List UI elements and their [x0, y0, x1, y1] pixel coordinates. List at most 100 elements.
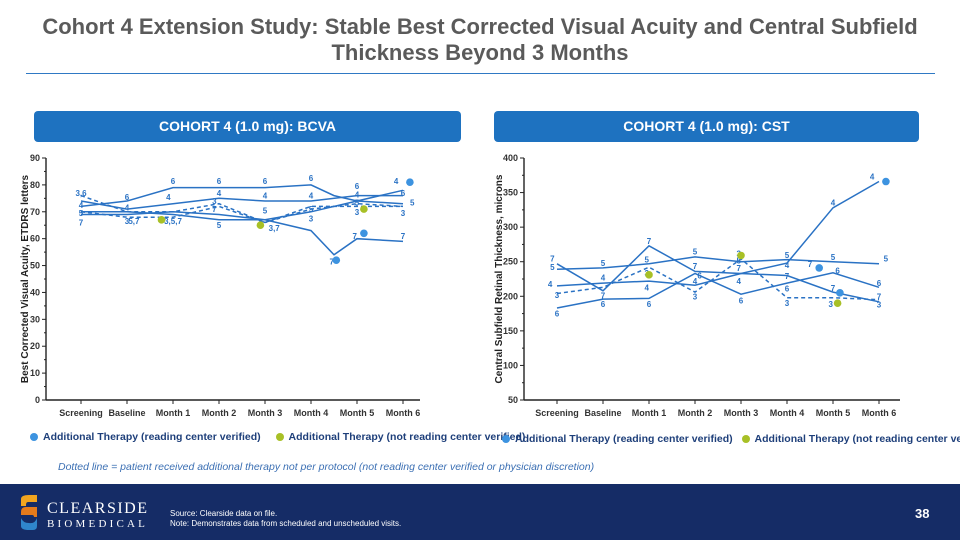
point-label: 7 — [693, 262, 698, 271]
point-label: 5 — [785, 251, 790, 260]
blue-dot-icon — [30, 433, 38, 441]
series-line — [81, 189, 404, 221]
point-label: 4 — [736, 277, 741, 286]
logo-wordmark-bottom: BIOMEDICAL — [47, 518, 148, 530]
not-reading-center-marker — [256, 221, 265, 230]
footnote: Dotted line = patient received additiona… — [58, 461, 595, 473]
clearside-logo: CLEARSIDE BIOMEDICAL — [21, 495, 149, 530]
point-label: 6 — [555, 310, 560, 319]
reading-center-marker — [332, 256, 341, 264]
point-label: 6 — [877, 279, 882, 288]
reading-center-marker — [882, 177, 890, 186]
point-label: 3 — [125, 217, 130, 226]
green-dot-icon — [275, 433, 284, 441]
x-tick-label: Month 2 — [202, 408, 237, 418]
x-tick-label: Baseline — [108, 408, 145, 418]
y-tick-label: 300 — [503, 222, 518, 232]
x-tick-label: Month 4 — [294, 408, 329, 418]
y-tick-label: 350 — [503, 188, 518, 198]
x-tick-label: Month 3 — [248, 408, 283, 418]
x-tick-label: Month 2 — [678, 408, 713, 418]
point-label: 6 — [125, 193, 130, 202]
point-label: 3,5,7 — [164, 217, 182, 226]
legend-label-blue: Additional Therapy (reading center verif… — [515, 433, 733, 445]
point-label: 3 — [877, 301, 882, 310]
point-label: 3 — [828, 300, 833, 309]
bcva-legend: Additional Therapy (reading center verif… — [30, 431, 537, 444]
cst-legend: Additional Therapy (reading center verif… — [502, 433, 960, 446]
point-label: 7 — [329, 258, 334, 267]
title-divider — [26, 73, 935, 74]
point-label: 6 — [601, 300, 606, 309]
y-tick-label: 60 — [30, 234, 40, 244]
x-tick-label: Baseline — [584, 408, 621, 418]
series-line — [556, 257, 880, 301]
y-tick-label: 50 — [30, 261, 40, 271]
x-tick-label: Month 3 — [724, 408, 759, 418]
point-label: 3 — [555, 291, 560, 300]
point-label: 4 — [644, 283, 649, 292]
not-reading-center-marker — [360, 205, 368, 213]
point-label: 3 — [693, 292, 698, 301]
not-reading-center-marker — [737, 251, 745, 260]
y-tick-label: 150 — [503, 326, 518, 336]
y-tick-label: 0 — [35, 395, 40, 405]
logo-wordmark-top: CLEARSIDE — [47, 500, 149, 517]
point-label: 4 — [309, 192, 314, 201]
green-dot-icon — [741, 435, 750, 443]
x-tick-label: Month 5 — [816, 408, 851, 418]
point-label: 7 — [79, 219, 84, 228]
point-label: 3 — [309, 215, 314, 224]
y-tick-label: 50 — [508, 395, 518, 405]
point-label: 5 — [217, 221, 222, 230]
point-label: 3 — [785, 299, 790, 308]
clearside-mark-icon — [21, 495, 37, 530]
y-tick-label: 250 — [503, 257, 518, 267]
point-label: 7 — [212, 205, 217, 214]
y-tick-label: 40 — [30, 287, 40, 297]
point-label: 7 — [647, 237, 652, 246]
point-label: 7 — [550, 254, 555, 263]
y-axis-label: Best Corrected Visual Acuity, ETDRS lett… — [20, 174, 31, 383]
point-label: 7 — [877, 292, 882, 301]
point-label: 7 — [736, 264, 741, 273]
point-label: 4 — [355, 190, 360, 199]
legend-item-not-reading-center: Additional Therapy (not reading center v… — [275, 431, 525, 443]
point-label: 4 — [125, 204, 130, 213]
x-tick-label: Month 4 — [770, 408, 805, 418]
x-tick-label: Month 6 — [386, 408, 421, 418]
y-tick-label: 400 — [503, 153, 518, 163]
y-tick-label: 10 — [30, 368, 40, 378]
y-tick-label: 100 — [503, 360, 518, 370]
series-line — [556, 272, 880, 309]
point-label: 3 — [212, 197, 217, 206]
source-note: Source: Clearside data on file. Note: De… — [170, 509, 401, 529]
point-label: 6 — [697, 272, 702, 281]
slide-title: Cohort 4 Extension Study: Stable Best Co… — [42, 14, 918, 65]
series-line — [80, 184, 404, 208]
point-label: 5 — [831, 253, 836, 262]
point-label: 6 — [263, 177, 268, 186]
point-label: 4 — [870, 173, 875, 182]
reading-center-marker — [360, 229, 368, 238]
not-reading-center-marker — [833, 299, 842, 307]
y-tick-label: 20 — [30, 341, 40, 351]
point-label: 5 — [736, 256, 741, 265]
point-label: 3,7 — [269, 224, 281, 233]
point-label: 7 — [352, 232, 357, 241]
series-line — [80, 194, 403, 210]
series-line — [556, 180, 880, 287]
point-label: 7 — [785, 272, 790, 281]
point-label: 7 — [831, 284, 836, 293]
point-label: 5 — [410, 198, 415, 207]
point-label: 3,6 — [75, 189, 87, 198]
point-label: 6 — [835, 267, 840, 276]
point-label: 5 — [550, 263, 555, 272]
point-label: 3 — [355, 208, 360, 217]
x-tick-label: Screening — [59, 408, 103, 418]
not-reading-center-marker — [157, 216, 166, 224]
reading-center-marker — [406, 178, 414, 186]
series-line — [80, 194, 404, 224]
point-label: 6 — [785, 285, 790, 294]
point-label: 5 — [884, 254, 889, 263]
